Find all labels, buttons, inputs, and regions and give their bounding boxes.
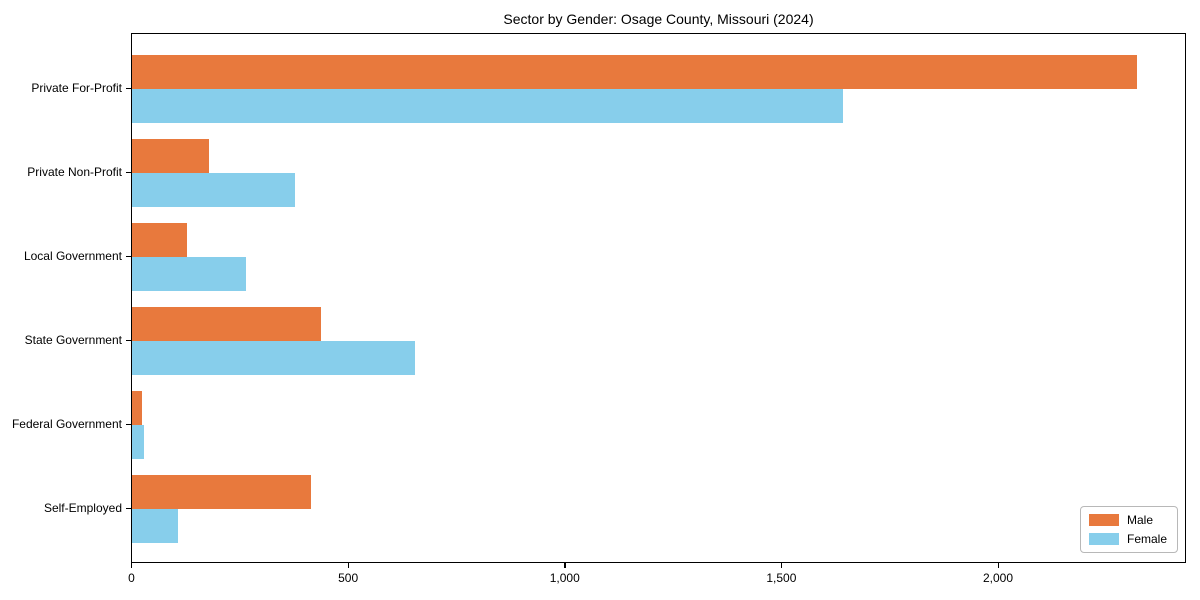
chart-title: Sector by Gender: Osage County, Missouri…: [503, 11, 814, 27]
legend-item-female: Female: [1088, 532, 1167, 546]
x-tick-label-2,000: 2,000: [983, 571, 1014, 585]
y-axis-label-private-non-profit: Private Non-Profit: [27, 165, 122, 179]
x-tick-label-1,500: 1,500: [766, 571, 797, 585]
bar-male-self-employed: [132, 475, 311, 509]
y-tick-mark: [126, 507, 131, 509]
y-tick-mark: [126, 423, 131, 425]
legend-label-male: Male: [1126, 513, 1153, 527]
y-axis-label-private-for-profit: Private For-Profit: [31, 81, 122, 95]
y-tick-mark: [126, 171, 131, 173]
y-tick-mark: [126, 87, 131, 89]
x-tick-label-500: 500: [338, 571, 359, 585]
y-tick-mark: [126, 255, 131, 257]
bar-female-private-non-profit: [132, 173, 295, 207]
bar-female-self-employed: [132, 509, 178, 543]
bar-female-local-government: [132, 257, 246, 291]
x-tick-mark: [131, 563, 133, 568]
legend-item-male: Male: [1088, 513, 1167, 527]
bar-male-private-non-profit: [132, 139, 209, 173]
bar-male-private-for-profit: [132, 55, 1137, 89]
x-tick-mark: [564, 563, 566, 568]
x-tick-mark: [347, 563, 349, 568]
y-axis-label-self-employed: Self-Employed: [43, 501, 122, 515]
y-tick-mark: [126, 339, 131, 341]
plot-area: Male Female: [131, 33, 1186, 563]
female-swatch: [1088, 533, 1119, 545]
x-tick-mark: [997, 563, 999, 568]
legend: Male Female: [1079, 506, 1178, 553]
y-axis-label-federal-government: Federal Government: [11, 417, 122, 431]
bar-female-private-for-profit: [132, 89, 843, 123]
bar-female-federal-government: [132, 425, 144, 459]
x-tick-label-0: 0: [128, 571, 135, 585]
legend-label-female: Female: [1126, 532, 1167, 546]
bar-male-local-government: [132, 223, 187, 257]
bar-male-state-government: [132, 307, 321, 341]
x-tick-label-1,000: 1,000: [549, 571, 580, 585]
bar-female-state-government: [132, 341, 415, 375]
y-axis-label-local-government: Local Government: [23, 249, 122, 263]
bar-male-federal-government: [132, 391, 142, 425]
male-swatch: [1088, 514, 1119, 526]
x-tick-mark: [780, 563, 783, 568]
y-axis-label-state-government: State Government: [24, 333, 122, 347]
